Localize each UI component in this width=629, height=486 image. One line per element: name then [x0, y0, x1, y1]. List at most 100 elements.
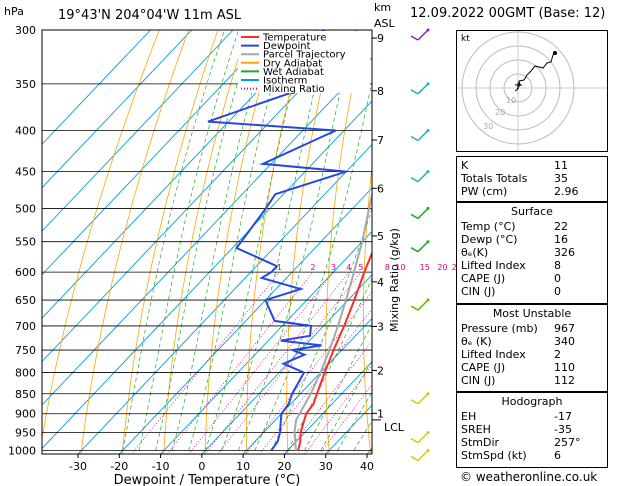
k-index-row: K 11 — [461, 159, 603, 172]
hodograph-end-point — [553, 51, 557, 55]
temperature-tick-label: -10 — [152, 460, 170, 473]
hodograph-panel: kt 10 20 30 — [456, 30, 608, 152]
row-value: 6 — [554, 449, 561, 462]
table-row: Dewp (°C) 16 — [461, 233, 603, 246]
row-label: CAPE (J) — [461, 272, 506, 285]
dry-adiabat-line — [245, 30, 307, 454]
pressure-tick-label: 500 — [15, 202, 36, 215]
row-value: 2 — [554, 348, 561, 361]
wind-barb-station-icon — [426, 449, 430, 453]
row-value: 110 — [554, 361, 575, 374]
mixing-ratio-label: 8 — [385, 263, 390, 272]
wind-barb-icon — [410, 176, 419, 183]
plot-frame — [41, 29, 373, 455]
row-value: 340 — [554, 335, 575, 348]
hodograph-table-panel: Hodograph EH -17 SREH -35 StmDir 257° StmSpd (… — [456, 392, 608, 468]
wind-barb-station-icon — [426, 128, 430, 132]
most-unstable-title: Most Unstable — [492, 307, 572, 320]
legend-label: Temperature — [262, 33, 326, 44]
hodograph-table-title: Hodograph — [501, 395, 563, 408]
table-row: Pressure (mb) 967 — [461, 322, 603, 335]
pressure-tick-label: 350 — [15, 78, 36, 91]
table-row: CAPE (J) 0 — [461, 272, 603, 285]
isotherm-line — [42, 30, 234, 232]
mixing-ratio-line — [217, 271, 362, 454]
wind-barb-icon — [417, 29, 429, 41]
temperature-tick-label: -30 — [69, 460, 87, 473]
wet-adiabat-line — [303, 323, 372, 451]
row-value: 967 — [554, 322, 575, 335]
height-axis: 9 8 7 6 5 4 3 2 1 — [372, 32, 384, 421]
pressure-tick-label: 700 — [15, 320, 36, 333]
lcl-label: LCL — [384, 421, 405, 434]
row-value: 112 — [554, 374, 575, 387]
wind-barb-icon — [410, 213, 419, 220]
row-label: CAPE (J) — [461, 361, 506, 374]
table-row: Lifted Index 8 — [461, 259, 603, 272]
k-index-label: K — [461, 159, 469, 172]
totals-totals-label: Totals Totals — [461, 172, 528, 185]
hodograph-kt-label: kt — [461, 34, 470, 44]
pressure-tick-label: 650 — [15, 294, 36, 307]
row-label: θₑ(K) — [461, 246, 489, 259]
legend-background — [238, 31, 370, 93]
row-label: EH — [461, 410, 477, 423]
row-label: StmSpd (kt) — [461, 449, 527, 462]
wind-barb-icon — [417, 207, 429, 219]
table-row: EH -17 — [461, 410, 603, 423]
height-tick-label: 7 — [377, 134, 384, 147]
wind-barb-icon — [417, 83, 429, 95]
table-row: CIN (J) 112 — [461, 374, 603, 387]
pw-value: 2.96 — [554, 185, 579, 198]
wind-barb-icon — [410, 305, 419, 311]
height-tick-label: 9 — [377, 32, 384, 45]
legend-label: Dewpoint — [263, 41, 311, 52]
dry-adiabat-line — [362, 163, 372, 454]
isotherm-line — [42, 30, 151, 145]
pressure-tick-label: 450 — [15, 166, 36, 179]
mixing-ratio-line — [131, 271, 280, 454]
row-label: Lifted Index — [461, 348, 526, 361]
dry-adiabat-line — [204, 30, 277, 454]
wind-barb-icon — [410, 135, 419, 142]
temperature-axis: -30 -20 -10 0 10 20 30 40 — [69, 454, 374, 473]
mixing-ratio-label: 10 — [395, 263, 405, 272]
wind-barb-station-icon — [426, 431, 430, 435]
pressure-tick-label: 800 — [15, 367, 36, 380]
mixing-ratio-label: 3 — [331, 263, 336, 272]
wind-barb-icon — [417, 432, 429, 444]
wind-barb-icon — [410, 89, 419, 95]
wind-barb-icon — [417, 449, 429, 462]
legend-label: Wet Adiabat — [263, 67, 324, 78]
legend-label: Parcel Trajectory — [263, 50, 346, 61]
most-unstable-panel: Most Unstable Pressure (mb) 967 θₑ (K) 340 L… — [456, 304, 608, 392]
mixing-ratio-label: 20 — [437, 263, 447, 272]
row-label: Pressure (mb) — [461, 322, 538, 335]
row-value: 326 — [554, 246, 575, 259]
asl-label: ASL — [374, 17, 396, 30]
wind-barb-station-icon — [426, 240, 430, 244]
temperature-tick-label: 0 — [198, 460, 205, 473]
mixing-ratio-label: 4 — [346, 263, 351, 272]
temperature-tick-label: 40 — [360, 460, 374, 473]
legend-label: Dry Adiabat — [263, 58, 322, 69]
mixing-ratio-line — [166, 271, 314, 454]
table-row: Lifted Index 2 — [461, 348, 603, 361]
hodograph-plot: kt 10 20 30 — [457, 31, 607, 151]
height-tick-label: 4 — [377, 276, 384, 289]
isotherm-line — [42, 30, 193, 189]
wind-barb-station-icon — [426, 392, 430, 396]
mixing-ratio-label: 1 — [277, 263, 282, 272]
hpa-label: hPa — [4, 5, 24, 18]
mixing-ratio-label: 5 — [358, 263, 363, 272]
table-row: SREH -35 — [461, 423, 603, 436]
surface-title: Surface — [511, 205, 553, 218]
wind-barb-icon — [417, 171, 429, 183]
wind-barb-icon — [417, 393, 429, 405]
row-label: Lifted Index — [461, 259, 526, 272]
table-row: StmDir 257° — [461, 436, 603, 449]
height-tick-label: 1 — [377, 407, 384, 420]
wet-adiabat-line — [155, 30, 255, 451]
surface-panel: Surface Temp (°C) 22 Dewp (°C) 16 θₑ(K) 326 Li… — [456, 202, 608, 304]
